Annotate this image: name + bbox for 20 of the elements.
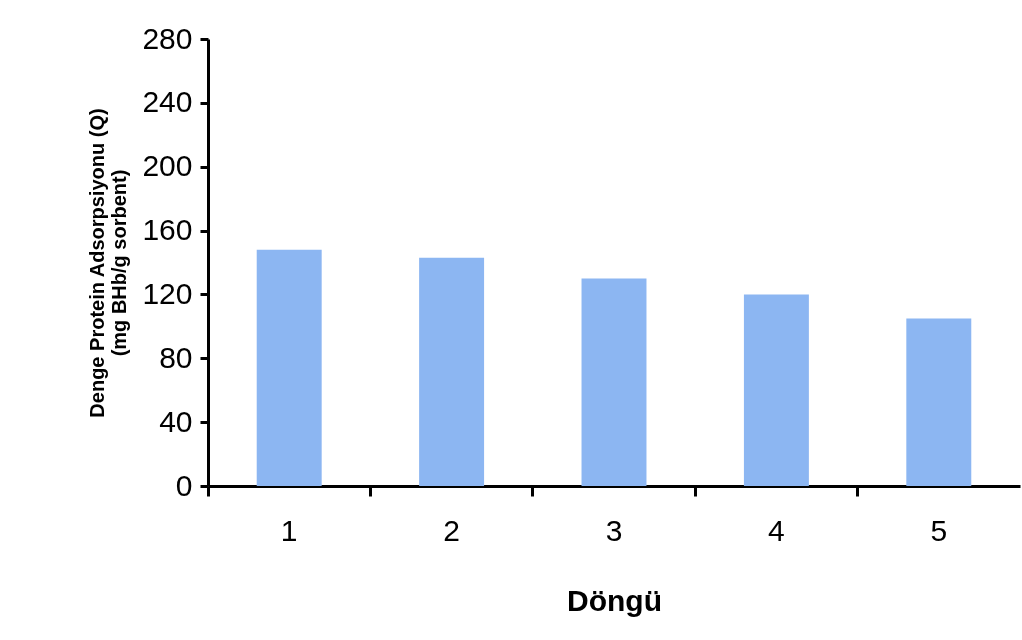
y-tick-label: 0 <box>175 468 193 502</box>
x-tick-label: 4 <box>768 513 785 547</box>
bar <box>906 318 972 486</box>
y-tick-label: 80 <box>159 340 193 374</box>
bar <box>256 249 322 486</box>
bar <box>419 257 485 486</box>
x-tick-label: 2 <box>443 513 460 547</box>
y-tick-label: 120 <box>142 276 193 310</box>
y-tick-label: 240 <box>142 85 193 119</box>
x-tick-label: 5 <box>930 513 948 547</box>
x-axis-title: Döngü <box>567 583 662 617</box>
y-tick-label: 280 <box>142 21 193 55</box>
y-tick-label: 160 <box>142 213 193 247</box>
bar <box>581 278 647 486</box>
y-tick-label: 40 <box>159 404 193 438</box>
y-tick-label: 200 <box>142 149 193 183</box>
x-tick-label: 1 <box>280 513 298 547</box>
y-axis-title: Denge Protein Adsorpsiyonu (Q) (mg BHb/g sorbent) <box>86 108 131 418</box>
bar <box>743 294 809 486</box>
x-tick-label: 3 <box>605 513 623 547</box>
